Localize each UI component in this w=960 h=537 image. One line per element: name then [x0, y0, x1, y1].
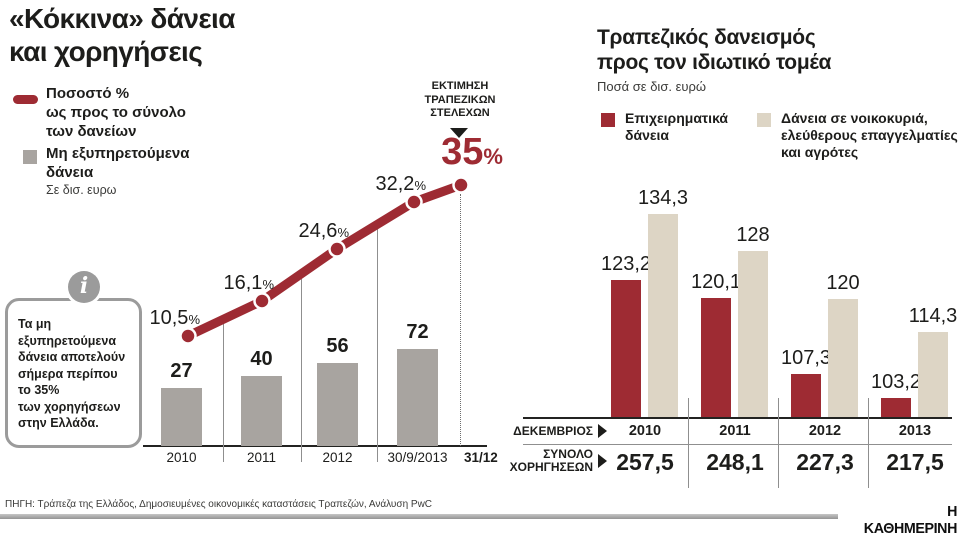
npl-bar	[241, 376, 282, 446]
npl-percent-label: 24,6%	[298, 220, 350, 242]
npl-bar-value-label: 40	[250, 348, 273, 370]
business-loans-bar	[701, 298, 731, 417]
npl-bar	[161, 388, 202, 446]
december-row-label-text: ΔΕΚΕΜΒΡΙΟΣ	[513, 423, 593, 438]
npl-bar-value-label: 56	[326, 335, 349, 357]
lending-bar-value-label: 128	[736, 224, 770, 246]
npl-trend-point	[452, 176, 470, 194]
npl-trend-point	[253, 292, 271, 310]
category-separator-line	[223, 324, 224, 462]
npl-trend-line	[183, 180, 466, 341]
household-loans-legend-swatch	[757, 113, 771, 127]
charts-layer: 27 40 56 72 2010 2011 2012 30/9/2013 31/12 10,5% 1…	[143, 173, 958, 488]
info-box-text: Τα μη εξυπηρετούμενα δάνεια αποτελούν σή…	[18, 317, 126, 430]
totals-row-divider	[523, 443, 952, 445]
triangle-down-icon	[450, 128, 468, 138]
bar-legend-sublabel: Σε δισ. ευρω	[46, 183, 117, 197]
estimate-category-label: 31/12	[464, 450, 498, 465]
kathimerini-loans-infographic: «Κόκκινα» δάνεια και χορηγήσεις Ποσοστό …	[0, 3, 958, 537]
estimate-annotation-label: ΕΚΤΙΜΗΣΗ ΤΡΑΠΕΖΙΚΩΝ ΣΤΕΛΕΧΩΝ	[424, 80, 496, 119]
business-loans-legend-label: Επιχειρηματικά δάνεια	[625, 110, 729, 143]
estimate-dotted-line	[460, 194, 461, 446]
lending-bar-value-label: 123,2	[600, 253, 652, 275]
npl-bar-value-label: 27	[170, 360, 193, 382]
household-loans-legend-label: Δάνεια σε νοικοκυριά, ελεύθερους επαγγελ…	[781, 110, 958, 160]
december-row-label: ΔΕΚΕΜΒΡΙΟΣ	[455, 421, 607, 441]
lending-bar-value-label: 120,1	[690, 271, 742, 293]
year-label: 2010	[628, 423, 662, 439]
footer-divider-bar	[0, 514, 838, 519]
right-chart-subtitle: Ποσά σε δισ. ευρώ	[597, 79, 707, 94]
total-row-label: ΣΥΝΟΛΟ ΧΟΡΗΓΗΣΕΩΝ	[455, 447, 607, 475]
npl-trend-point	[405, 193, 423, 211]
household-loans-bar	[738, 251, 768, 417]
total-value: 217,5	[886, 449, 944, 475]
lending-bar-value-label: 120	[826, 272, 860, 294]
source-note: ΠΗΓΗ: Τράπεζα της Ελλάδος, Δημοσιευμένες…	[5, 499, 433, 510]
npl-trend-point	[328, 240, 346, 258]
estimate-value-percent-sign: %	[483, 144, 503, 169]
estimate-value: 35%	[422, 133, 522, 176]
lending-bar-value-label: 114,3	[908, 305, 958, 327]
line-legend-label: Ποσοστό % ως προς το σύνολο των δανείων	[46, 85, 186, 140]
year-label: 2012	[808, 423, 842, 439]
category-label: 30/9/2013	[387, 450, 448, 465]
total-value: 227,3	[796, 449, 854, 475]
lending-bar-value-label: 103,2	[870, 371, 922, 393]
business-loans-bar	[791, 374, 821, 417]
line-legend-swatch	[13, 95, 38, 104]
business-loans-legend-swatch	[601, 113, 615, 127]
right-x-axis-line	[523, 416, 952, 419]
right-chart-title: Τραπεζικός δανεισμός προς τον ιδιωτικό τ…	[597, 26, 832, 74]
year-separator-line	[688, 398, 689, 488]
total-value: 248,1	[706, 449, 764, 475]
arrow-right-icon	[598, 424, 607, 438]
npl-percent-label: 16,1%	[223, 272, 275, 294]
total-row-label-text: ΣΥΝΟΛΟ ΧΟΡΗΓΗΣΕΩΝ	[509, 447, 593, 474]
household-loans-bar	[918, 332, 948, 417]
category-label: 2011	[246, 450, 277, 465]
category-label: 2010	[166, 450, 197, 465]
household-loans-bar	[828, 299, 858, 417]
bar-legend-label: Μη εξυπηρετούμενα δάνεια	[46, 145, 190, 181]
estimate-value-number: 35	[441, 131, 484, 173]
category-label: 2012	[322, 450, 353, 465]
year-separator-line	[778, 398, 779, 488]
total-value: 257,5	[616, 449, 674, 475]
npl-bar-value-label: 72	[406, 321, 429, 343]
year-label: 2011	[719, 423, 751, 439]
npl-bar	[317, 363, 358, 446]
household-loans-bar	[648, 214, 678, 417]
lending-bar-value-label: 134,3	[637, 187, 689, 209]
category-separator-line	[301, 279, 302, 462]
x-axis-line	[143, 445, 487, 447]
year-label: 2013	[898, 423, 932, 439]
bar-legend-swatch	[23, 150, 37, 164]
info-icon: i	[68, 271, 100, 303]
arrow-right-icon	[598, 454, 607, 468]
left-chart-title: «Κόκκινα» δάνεια και χορηγήσεις	[9, 3, 235, 67]
business-loans-bar	[881, 398, 911, 417]
npl-trend-point	[179, 327, 197, 345]
category-separator-line	[377, 228, 378, 462]
npl-percent-label: 32,2%	[375, 173, 427, 195]
year-separator-line	[868, 398, 869, 488]
npl-percent-label: 10,5%	[149, 307, 201, 329]
npl-bar	[397, 349, 438, 446]
lending-bar-value-label: 107,3	[780, 347, 832, 369]
business-loans-bar	[611, 280, 641, 417]
